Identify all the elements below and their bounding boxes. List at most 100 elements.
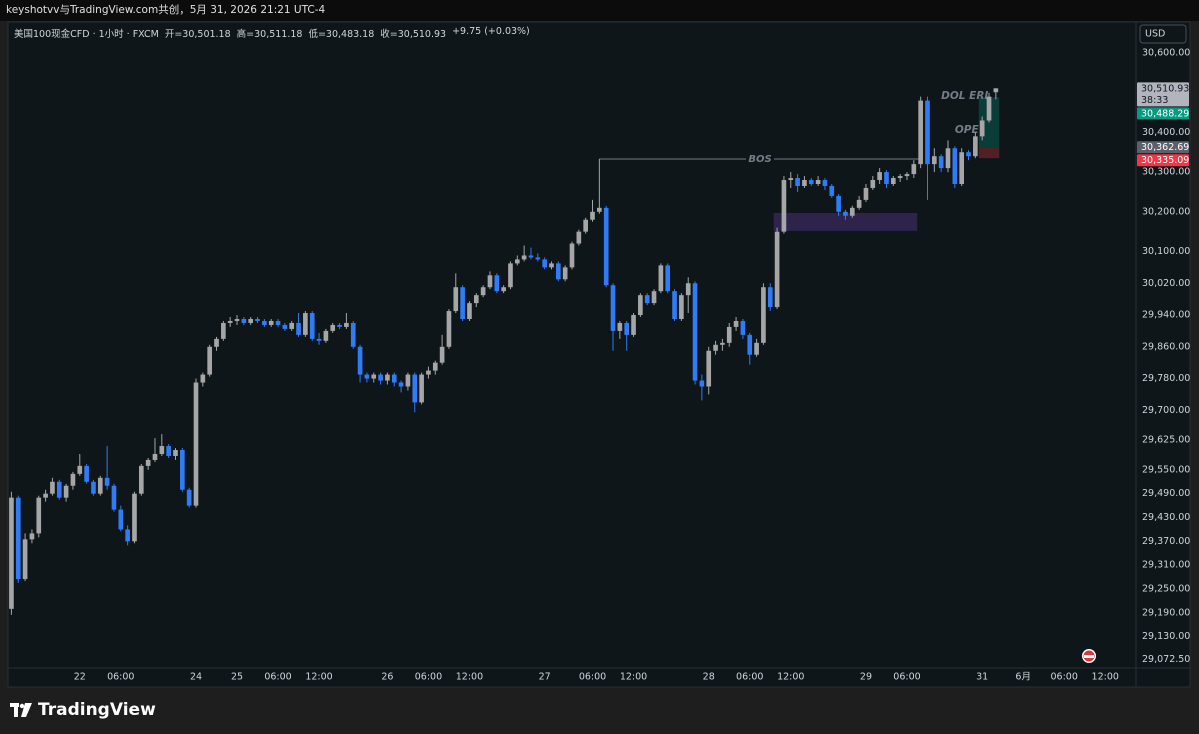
y-tick-label: 29,625.00 bbox=[1142, 435, 1190, 446]
candle-body bbox=[603, 207, 609, 286]
candle-body bbox=[15, 497, 21, 580]
candle-body bbox=[350, 322, 356, 347]
currency: USD bbox=[1145, 29, 1165, 40]
candle-body bbox=[473, 295, 479, 304]
candle-body bbox=[726, 326, 732, 343]
candle-body bbox=[706, 350, 712, 387]
candle-body bbox=[398, 382, 404, 387]
y-tick-label: 30,600.00 bbox=[1142, 47, 1190, 58]
y-tick-label: 29,780.00 bbox=[1142, 373, 1190, 384]
ohlc-value: 高=30,511.18 bbox=[236, 29, 303, 40]
y-tick-label: 30,300.00 bbox=[1142, 167, 1190, 178]
candle-body bbox=[186, 489, 192, 506]
candle-body bbox=[323, 330, 329, 341]
candle-body bbox=[966, 152, 971, 157]
x-tick-label: 22 bbox=[74, 672, 86, 683]
symbol-title: 美国100现金CFD · 1小时 · FXCM bbox=[14, 29, 159, 40]
x-tick-label: 6月 bbox=[1015, 672, 1031, 683]
candle-body bbox=[631, 315, 636, 335]
y-tick-label: 29,310.00 bbox=[1142, 560, 1190, 571]
logo-text: TradingView bbox=[38, 700, 156, 720]
candle-body bbox=[754, 342, 759, 355]
candle-body bbox=[357, 346, 363, 375]
candle-body bbox=[84, 465, 89, 482]
x-tick-label: 12:00 bbox=[305, 672, 332, 683]
candle-body bbox=[501, 287, 506, 292]
candle-body bbox=[214, 338, 219, 347]
y-tick-label: 29,130.00 bbox=[1142, 631, 1190, 642]
candle-body bbox=[788, 178, 794, 181]
candle-body bbox=[70, 473, 76, 486]
candle-body bbox=[843, 211, 848, 216]
x-tick-label: 06:00 bbox=[107, 672, 134, 683]
x-tick-label: 06:00 bbox=[579, 672, 606, 683]
candle-body bbox=[282, 324, 288, 329]
currency-box[interactable] bbox=[1139, 24, 1187, 44]
candle-body bbox=[993, 88, 999, 93]
candle-body bbox=[494, 275, 500, 292]
candle-body bbox=[740, 320, 746, 335]
candle-body bbox=[856, 199, 862, 208]
x-tick-label: 24 bbox=[190, 672, 202, 683]
y-tick-label: 29,250.00 bbox=[1142, 583, 1190, 594]
event-icon[interactable] bbox=[1082, 649, 1096, 663]
candle-body bbox=[576, 231, 582, 244]
candle-body bbox=[50, 481, 55, 494]
candle-body bbox=[973, 136, 978, 157]
ohlc-value: +9.75 (+0.03%) bbox=[452, 26, 530, 37]
candle-body bbox=[460, 287, 465, 319]
candle-body bbox=[986, 96, 992, 121]
candle-body bbox=[480, 287, 486, 296]
candle-body bbox=[77, 465, 83, 474]
candle-body bbox=[262, 320, 267, 325]
candle-body bbox=[439, 346, 445, 363]
candle-body bbox=[863, 187, 869, 200]
candle-body bbox=[63, 485, 69, 498]
candle-body bbox=[836, 195, 841, 212]
candle-body bbox=[344, 322, 349, 327]
x-tick-label: 06:00 bbox=[264, 672, 291, 683]
candle-body bbox=[870, 180, 876, 188]
x-tick-label: 27 bbox=[539, 672, 551, 683]
candle-body bbox=[200, 374, 206, 383]
x-tick-label: 06:00 bbox=[1051, 672, 1078, 683]
candle-body bbox=[583, 219, 588, 232]
y-tick-label: 29,072.50 bbox=[1142, 654, 1190, 665]
candle-body bbox=[542, 259, 547, 268]
candle-body bbox=[692, 283, 698, 381]
price-label-countdown: 38:33 bbox=[1141, 95, 1168, 106]
zone bbox=[773, 212, 918, 231]
candle-body bbox=[125, 529, 130, 542]
x-tick-label: 12:00 bbox=[777, 672, 804, 683]
x-tick-label: 06:00 bbox=[736, 672, 763, 683]
candle-body bbox=[412, 374, 418, 403]
candle-body bbox=[658, 265, 664, 292]
position-stop bbox=[978, 147, 1000, 159]
logo[interactable]: TradingView bbox=[10, 700, 156, 720]
candle-body bbox=[884, 172, 889, 184]
chart-pane bbox=[7, 21, 1191, 688]
candle-body bbox=[890, 178, 896, 184]
candle-body bbox=[774, 231, 780, 308]
candle-body bbox=[781, 180, 787, 232]
candle-body bbox=[36, 497, 42, 534]
candle-body bbox=[979, 120, 985, 137]
candle-body bbox=[562, 267, 568, 280]
candle-body bbox=[364, 374, 370, 379]
candle-body bbox=[651, 291, 657, 304]
candle-body bbox=[97, 477, 103, 494]
price-label-box bbox=[1137, 154, 1189, 167]
candle-body bbox=[289, 322, 295, 329]
candle-body bbox=[508, 263, 513, 288]
candle-body bbox=[535, 257, 541, 260]
candle-body bbox=[624, 322, 630, 335]
x-tick-label: 25 bbox=[231, 672, 243, 683]
candle-body bbox=[569, 243, 575, 268]
candle-body bbox=[685, 283, 691, 296]
candle-body bbox=[904, 174, 910, 177]
candle-body bbox=[426, 370, 431, 375]
candle-body bbox=[152, 453, 158, 460]
candle-body bbox=[849, 207, 855, 216]
candle-body bbox=[248, 318, 254, 323]
candle-body bbox=[316, 338, 322, 341]
